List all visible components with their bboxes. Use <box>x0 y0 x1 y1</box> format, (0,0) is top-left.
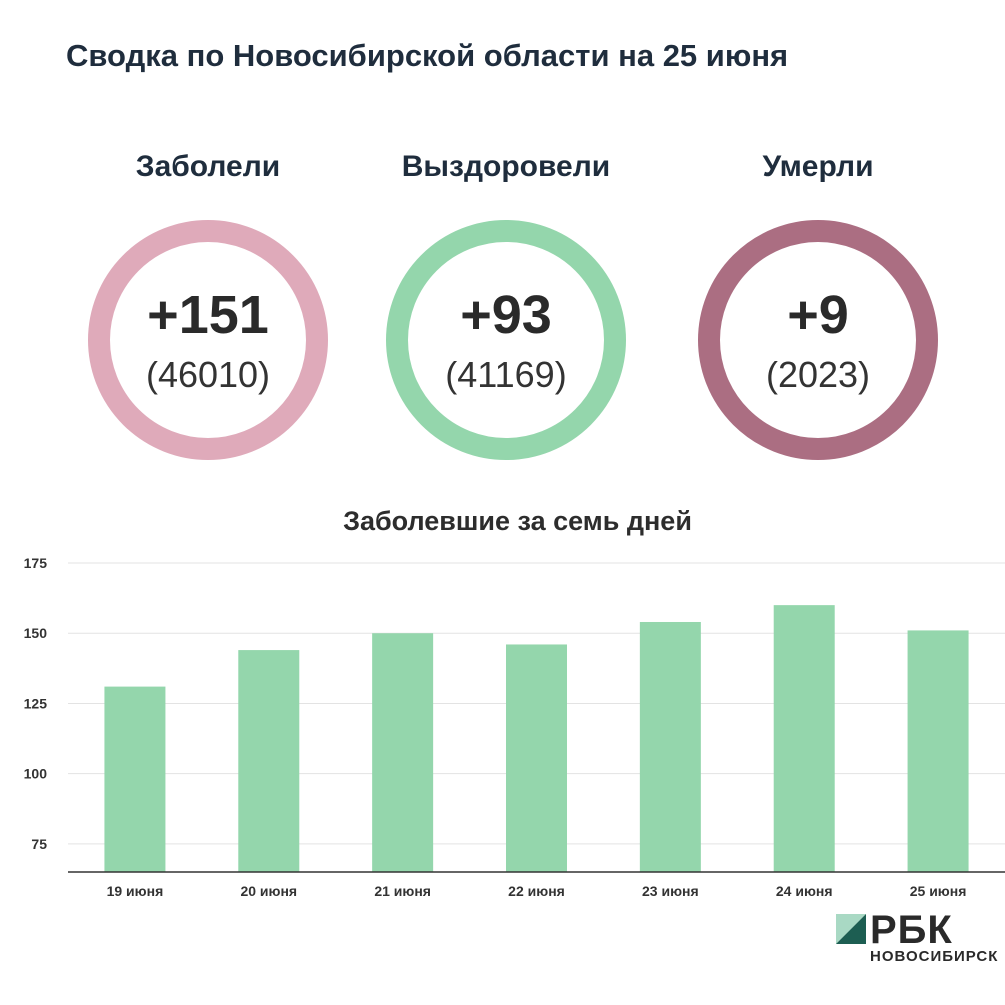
stat-deaths: Умерли +9 (2023) <box>688 150 948 460</box>
x-tick-label: 20 июня <box>240 883 297 899</box>
page-title: Сводка по Новосибирской области на 25 ию… <box>66 38 789 73</box>
stat-deaths-label: Умерли <box>762 150 874 183</box>
y-tick-label: 75 <box>31 836 47 852</box>
stat-deaths-total: (2023) <box>765 354 871 395</box>
bar <box>104 686 166 872</box>
bar-chart: 75 100 125 150 175 19 июня 20 июня 21 июня 22 ию… <box>24 555 1005 899</box>
stat-infected-delta: +151 <box>147 285 269 345</box>
y-tick-label: 150 <box>24 625 48 641</box>
brand-name: РБК <box>870 908 953 952</box>
stat-recovered-total: (41169) <box>445 354 567 395</box>
bar <box>639 621 701 872</box>
stat-infected: Заболели +151 (46010) <box>78 150 338 460</box>
stat-recovered-ring: +93 (41169) <box>386 220 626 460</box>
x-tick-label: 23 июня <box>642 883 699 899</box>
brand-city: НОВОСИБИРСК <box>870 948 999 965</box>
x-tick-label: 19 июня <box>107 883 164 899</box>
bar <box>372 633 434 872</box>
stat-deaths-ring: +9 (2023) <box>698 220 938 460</box>
x-tick-label: 22 июня <box>508 883 565 899</box>
stat-infected-ring: +151 (46010) <box>88 220 328 460</box>
y-tick-label: 125 <box>24 695 48 711</box>
bar <box>907 630 969 872</box>
stat-recovered: Выздоровели +93 (41169) <box>376 150 636 460</box>
brand-mark-icon <box>836 914 866 944</box>
brand-logo: РБК НОВОСИБИРСК <box>836 908 1001 974</box>
bar <box>506 644 567 872</box>
stat-recovered-delta: +93 <box>460 285 552 345</box>
bar <box>773 605 835 872</box>
stat-recovered-label: Выздоровели <box>401 150 611 183</box>
stat-infected-total: (46010) <box>145 354 271 395</box>
stat-infected-label: Заболели <box>135 150 281 183</box>
stat-deaths-delta: +9 <box>787 285 849 345</box>
x-tick-label: 24 июня <box>776 883 833 899</box>
chart-title: Заболевшие за семь дней <box>343 506 692 536</box>
y-tick-label: 175 <box>24 555 48 571</box>
y-tick-label: 100 <box>24 766 48 782</box>
x-tick-label: 21 июня <box>374 883 431 899</box>
bar <box>238 650 300 872</box>
x-tick-label: 25 июня <box>910 883 967 899</box>
